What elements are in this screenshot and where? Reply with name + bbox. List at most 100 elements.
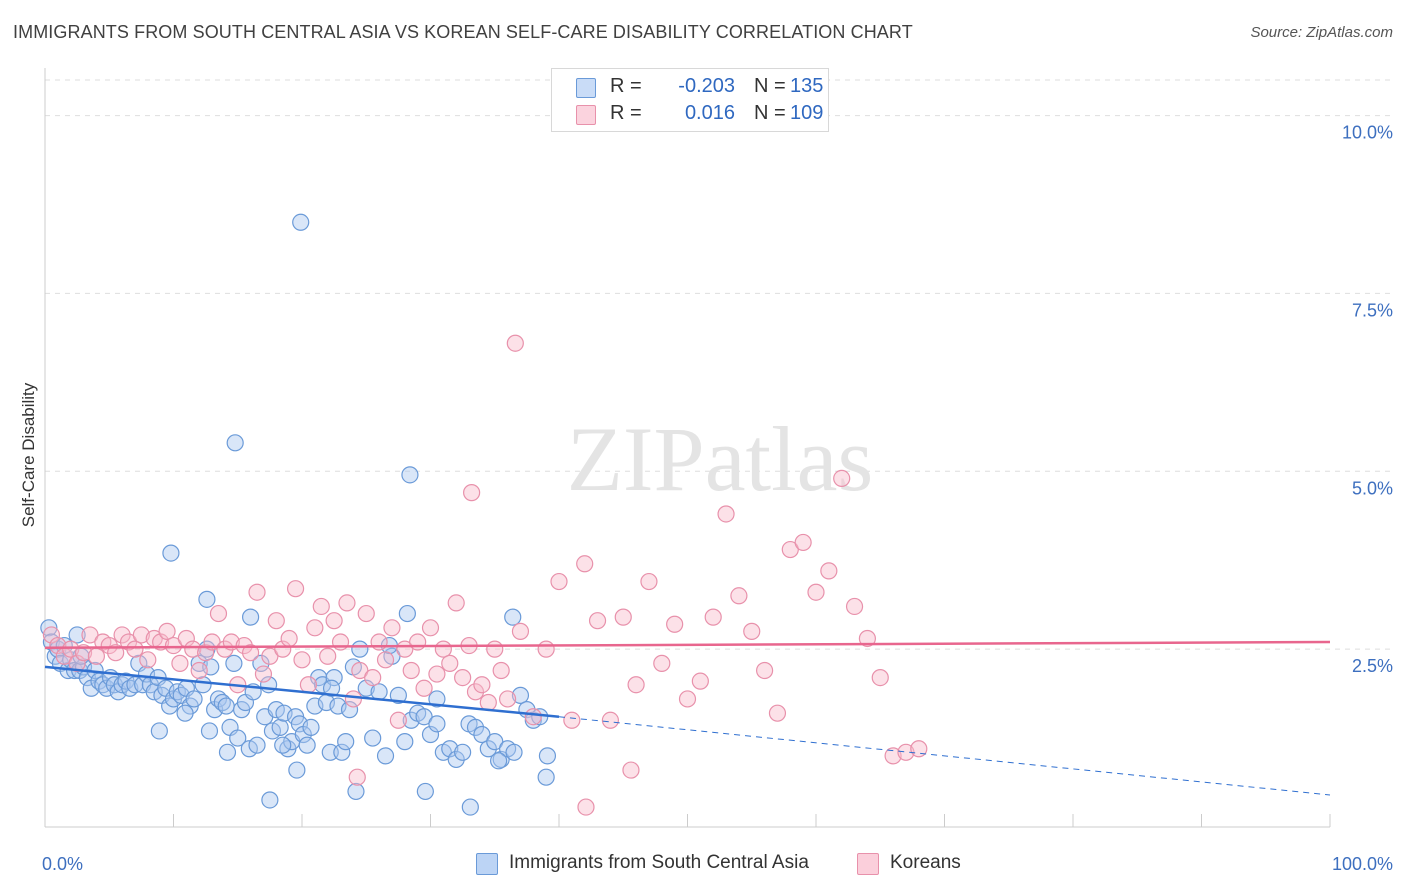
data-point bbox=[398, 604, 416, 623]
data-point bbox=[351, 661, 369, 680]
data-point bbox=[376, 747, 395, 765]
data-point bbox=[252, 654, 270, 672]
data-point bbox=[126, 640, 144, 658]
data-point bbox=[614, 608, 632, 626]
data-point bbox=[216, 640, 234, 658]
data-point bbox=[271, 718, 289, 737]
data-point bbox=[421, 619, 440, 637]
data-point bbox=[820, 562, 838, 580]
data-point bbox=[441, 654, 459, 672]
data-point bbox=[576, 555, 594, 573]
y-tick-label: 7.5% bbox=[1352, 300, 1393, 320]
data-point bbox=[248, 583, 266, 601]
data-point bbox=[402, 661, 420, 680]
trend-line-south-central-asia bbox=[44, 665, 560, 718]
data-point bbox=[158, 622, 176, 640]
data-point bbox=[550, 572, 568, 591]
data-point bbox=[486, 640, 504, 658]
data-point bbox=[325, 668, 343, 687]
data-point bbox=[389, 711, 407, 729]
trend-line-extension bbox=[558, 716, 1331, 796]
data-point bbox=[348, 768, 366, 786]
data-point bbox=[68, 626, 86, 644]
data-point bbox=[197, 644, 215, 662]
data-point bbox=[755, 661, 774, 680]
data-point bbox=[344, 690, 362, 708]
data-point bbox=[209, 604, 228, 623]
data-point bbox=[717, 505, 735, 523]
data-point bbox=[466, 683, 485, 701]
data-point bbox=[601, 711, 620, 729]
data-point bbox=[454, 743, 472, 761]
data-point bbox=[833, 469, 851, 487]
data-point bbox=[434, 640, 452, 658]
data-point bbox=[302, 718, 320, 737]
data-point bbox=[421, 725, 440, 744]
data-point bbox=[357, 679, 375, 697]
data-point bbox=[274, 640, 292, 658]
data-point bbox=[884, 747, 902, 765]
data-point bbox=[666, 615, 684, 633]
data-point bbox=[794, 533, 812, 552]
data-point bbox=[577, 798, 595, 816]
data-point bbox=[511, 622, 530, 640]
data-point bbox=[293, 651, 311, 669]
grid-lines bbox=[45, 79, 1393, 650]
data-point bbox=[298, 736, 316, 754]
data-point bbox=[454, 668, 472, 687]
bottom-legend-swatch-blue bbox=[476, 853, 498, 875]
data-point bbox=[691, 672, 709, 690]
data-point bbox=[364, 668, 382, 687]
data-point bbox=[383, 619, 401, 637]
data-point bbox=[229, 729, 247, 747]
data-point bbox=[473, 676, 491, 694]
data-point bbox=[505, 743, 523, 761]
data-point bbox=[248, 736, 266, 754]
data-point bbox=[428, 665, 446, 683]
data-point bbox=[845, 597, 864, 616]
data-point bbox=[139, 651, 157, 669]
data-point bbox=[461, 798, 479, 816]
data-point bbox=[428, 690, 446, 708]
data-point bbox=[225, 654, 243, 672]
data-point bbox=[337, 733, 355, 751]
data-point bbox=[81, 626, 99, 644]
data-point bbox=[490, 752, 508, 770]
data-point bbox=[87, 647, 106, 665]
data-point bbox=[292, 213, 310, 231]
data-point bbox=[333, 743, 351, 761]
data-point bbox=[261, 647, 279, 665]
bottom-legend-label: Koreans bbox=[890, 852, 961, 873]
legend-n-label: N = bbox=[754, 75, 786, 97]
tick-labels: 2.5% 5.0% 7.5% 10.0% 0.0% 100.0% bbox=[42, 123, 1393, 874]
data-point bbox=[537, 640, 555, 658]
data-point bbox=[622, 761, 640, 779]
axes bbox=[44, 68, 1331, 828]
data-point bbox=[807, 583, 825, 601]
data-point bbox=[678, 690, 697, 708]
data-point bbox=[506, 334, 524, 352]
data-point bbox=[357, 604, 375, 623]
bottom-legend-label: Immigrants from South Central Asia bbox=[509, 852, 809, 873]
legend-r-value: 0.016 bbox=[684, 102, 735, 124]
data-point bbox=[463, 484, 481, 502]
data-point bbox=[185, 690, 203, 708]
data-point bbox=[347, 782, 365, 801]
data-point bbox=[563, 711, 581, 729]
data-point bbox=[538, 747, 557, 765]
data-point bbox=[274, 736, 292, 754]
data-point bbox=[299, 676, 318, 694]
data-point bbox=[242, 644, 260, 662]
data-point bbox=[409, 633, 427, 651]
data-point bbox=[627, 676, 645, 694]
trend-lines bbox=[44, 640, 1331, 796]
legend-n-label: N = bbox=[754, 102, 786, 124]
data-point bbox=[132, 626, 150, 644]
trend-line-koreans bbox=[44, 640, 1331, 649]
data-point bbox=[486, 733, 504, 751]
data-point bbox=[504, 608, 522, 626]
data-point bbox=[499, 690, 517, 708]
data-point bbox=[370, 633, 388, 651]
data-point bbox=[100, 636, 118, 655]
